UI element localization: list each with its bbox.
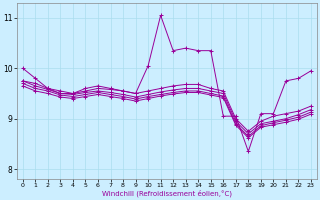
X-axis label: Windchill (Refroidissement éolien,°C): Windchill (Refroidissement éolien,°C) [102, 190, 232, 197]
